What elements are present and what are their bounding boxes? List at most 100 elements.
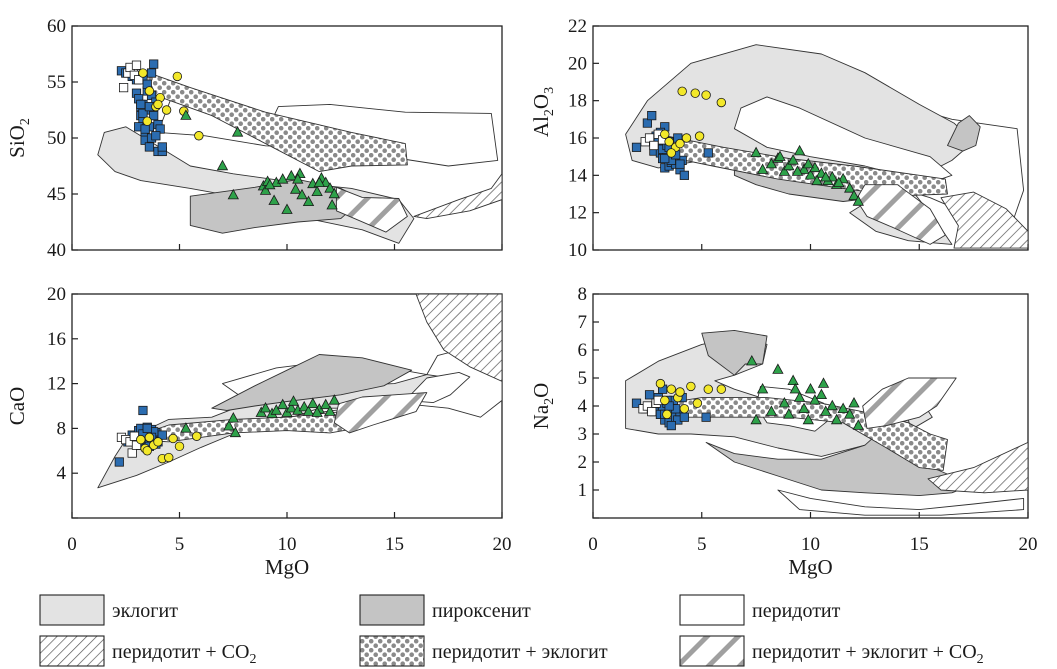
point-triangle_green: [765, 157, 778, 169]
y-axis-title: Al2O3: [529, 87, 557, 137]
point-square_blue: [666, 420, 676, 431]
points-group: [116, 59, 340, 214]
point-triangle_green: [311, 406, 323, 417]
point-triangle_green: [313, 176, 325, 188]
point-circle_yellow: [716, 384, 727, 394]
point-triangle_green: [756, 382, 769, 394]
point-circle_yellow: [666, 384, 677, 394]
point-triangle_green: [852, 195, 864, 206]
point-triangle_green: [844, 182, 856, 193]
point-triangle_green: [787, 374, 799, 386]
point-triangle_green: [287, 395, 300, 406]
legend-item-peridotite: перидотит: [679, 594, 841, 626]
point-triangle_green: [778, 165, 791, 176]
point-square_blue: [138, 405, 148, 416]
y-tick-label: 7: [578, 312, 588, 333]
field-widehatch-5: [333, 392, 428, 434]
point-square_open: [649, 140, 659, 151]
legend-swatch: [359, 594, 425, 626]
field-dots-5: [657, 133, 948, 197]
field-hatch-6: [415, 294, 502, 382]
y-tick-label: 22: [568, 16, 587, 37]
y-tick-label: 2: [578, 452, 588, 473]
x-axis-title: MgO: [265, 555, 309, 579]
point-square_open: [131, 60, 142, 70]
point-square_blue: [136, 99, 146, 109]
points-group: [631, 354, 864, 431]
point-triangle_green: [798, 402, 810, 414]
y-axis-title: SiO2: [5, 118, 33, 158]
point-triangle_green: [802, 157, 814, 169]
point-square_blue: [644, 390, 655, 400]
y-tick-label: 6: [578, 340, 588, 361]
point-square_blue: [631, 398, 642, 408]
point-circle_yellow: [666, 148, 677, 158]
point-circle_yellow: [144, 432, 155, 443]
point-triangle_green: [285, 169, 297, 181]
point-triangle_green: [326, 198, 338, 210]
y-tick-label: 1: [578, 480, 588, 501]
legend-item-pyroxenite: пироксенит: [359, 594, 531, 626]
legend-item-eclogite: эклогит: [39, 594, 178, 626]
point-triangle_green: [296, 188, 308, 200]
point-triangle_green: [793, 144, 806, 156]
point-triangle_green: [848, 189, 860, 201]
point-triangle_green: [227, 188, 239, 200]
x-tick-label: 10: [278, 534, 297, 555]
point-triangle_green: [791, 165, 804, 176]
point-square_open: [647, 406, 657, 417]
point-circle_yellow: [694, 131, 705, 141]
field-hatch-7: [940, 191, 1028, 249]
point-square_blue: [679, 170, 689, 180]
y-tick-label: 55: [47, 72, 66, 93]
point-circle_yellow: [703, 384, 713, 394]
x-axis-title: MgO: [788, 555, 832, 579]
point-circle_yellow: [153, 437, 163, 447]
legend-swatch: [359, 635, 425, 667]
field-pyroxenite-4: [947, 115, 981, 152]
legend-item-dots: перидотит + эклогит: [359, 635, 608, 667]
x-tick-label: 20: [1019, 534, 1038, 555]
point-square_blue: [703, 148, 713, 158]
field-group: [625, 44, 1028, 249]
point-triangle_green: [285, 401, 297, 413]
legend-item-widehatch: перидотит + эклогит + CO2: [679, 635, 984, 667]
legend-label: пироксенит: [432, 600, 531, 622]
point-triangle_green: [820, 405, 832, 416]
point-square_open: [127, 448, 137, 458]
legend-swatch: [679, 594, 745, 626]
point-triangle_green: [848, 396, 860, 408]
point-triangle_green: [746, 354, 758, 366]
point-square_blue: [138, 108, 148, 118]
point-triangle_green: [778, 396, 791, 408]
y-tick-label: 40: [47, 240, 66, 261]
point-triangle_green: [307, 397, 319, 409]
field-peridotite-0: [777, 489, 1025, 516]
point-circle_yellow: [675, 138, 685, 149]
point-triangle_green: [311, 185, 323, 197]
point-triangle_green: [772, 363, 784, 374]
point-triangle_green: [750, 413, 762, 425]
x-tick-label: 0: [67, 534, 77, 555]
point-triangle_green: [826, 399, 838, 411]
point-triangle_green: [756, 163, 769, 174]
y-tick-label: 60: [47, 16, 66, 37]
point-triangle_green: [328, 187, 340, 199]
legend-swatch: [39, 594, 105, 626]
point-triangle_green: [229, 426, 242, 438]
x-tick-label: 5: [175, 534, 185, 555]
point-triangle_green: [259, 401, 272, 413]
point-square_blue: [142, 423, 152, 434]
point-triangle_green: [804, 169, 817, 180]
point-circle_yellow: [191, 431, 202, 441]
point-triangle_green: [268, 194, 280, 205]
point-circle_yellow: [681, 133, 692, 143]
point-circle_yellow: [690, 88, 700, 98]
point-triangle_green: [789, 382, 801, 394]
point-triangle_green: [774, 150, 786, 161]
y-tick-label: 5: [578, 368, 588, 389]
point-square_blue: [675, 159, 685, 169]
point-triangle_green: [787, 154, 799, 165]
point-square_blue: [679, 412, 689, 422]
